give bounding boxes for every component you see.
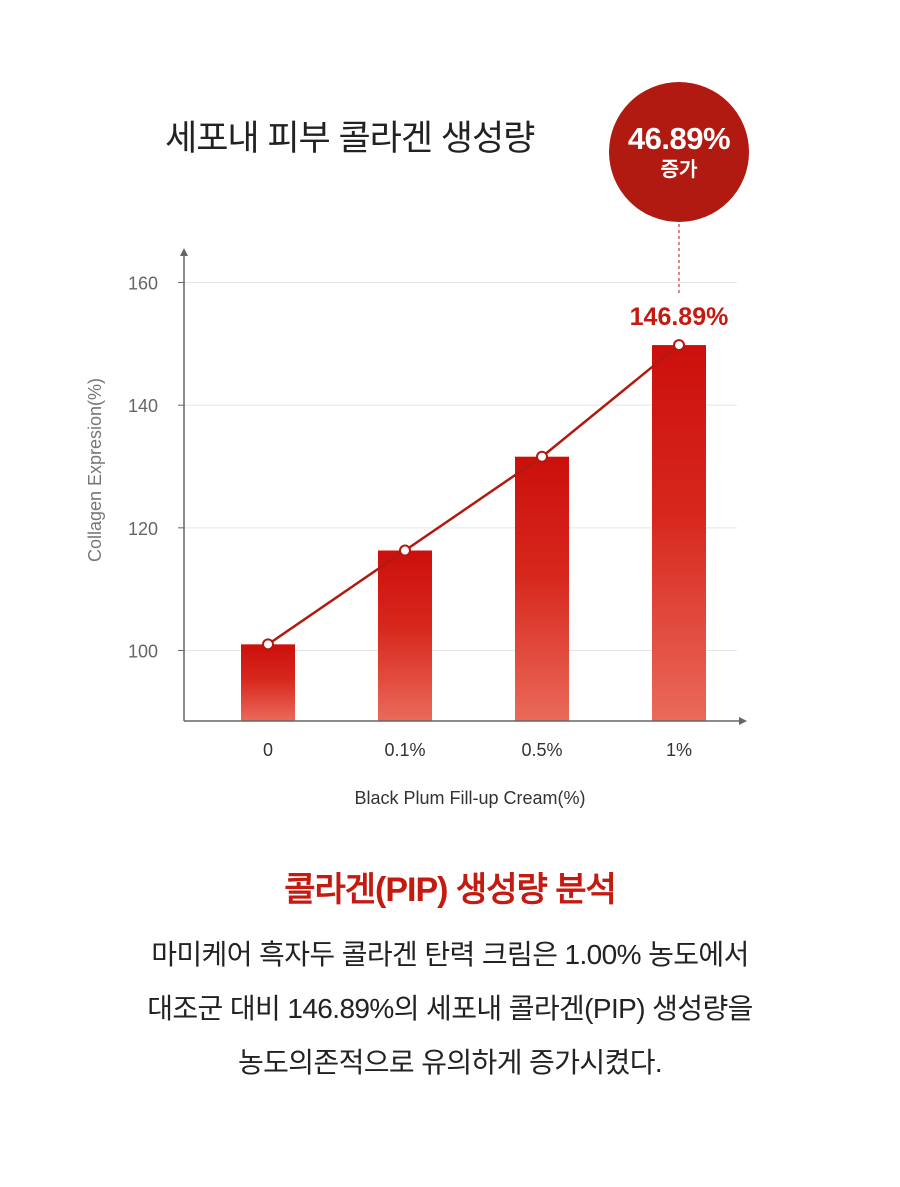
description-line: 농도의존적으로 유의하게 증가시켰다. — [237, 1047, 663, 1078]
y-axis-arrow — [180, 248, 188, 256]
x-tick-label: 0 — [263, 740, 273, 760]
trend-polyline — [267, 344, 680, 646]
badge-value: 46.89% — [627, 121, 731, 157]
data-label: 146.89% — [630, 303, 729, 331]
bar — [378, 550, 432, 721]
grid-lines — [184, 282, 737, 651]
bars — [241, 345, 706, 721]
collagen-bar-chart: 100 120 140 160 0 0.1% 0.5% 1% 146.89% Black Plum… — [85, 212, 747, 808]
x-tick-label: 0.5% — [521, 740, 562, 760]
y-axis-title: Collagen Expresion(%) — [85, 378, 105, 562]
data-point — [399, 544, 411, 557]
increase-badge: 46.89% 증가 — [609, 82, 749, 222]
axis-labels: 100 120 140 160 0 0.1% 0.5% 1% 146.89% Black Plum… — [85, 274, 728, 808]
y-tick-label: 140 — [128, 396, 158, 416]
data-point — [673, 339, 685, 352]
data-point — [262, 638, 274, 651]
y-tick-label: 120 — [128, 519, 158, 539]
x-tick-label: 0.1% — [384, 740, 425, 760]
x-axis-arrow — [739, 717, 747, 725]
y-tick-label: 100 — [128, 641, 158, 661]
bar — [515, 456, 569, 721]
x-tick-label: 1% — [666, 740, 692, 760]
bar — [241, 644, 295, 721]
bar — [652, 345, 706, 721]
x-axis-title: Black Plum Fill-up Cream(%) — [354, 788, 585, 808]
badge-label: 증가 — [660, 158, 698, 181]
description-line: 마미케어 흑자두 콜라겐 탄력 크림은 1.00% 농도에서 — [151, 939, 749, 970]
y-tick-label: 160 — [128, 274, 158, 294]
trend-line — [262, 339, 685, 651]
axes — [178, 248, 747, 725]
section-heading: 콜라겐(PIP) 생성량 분석 — [284, 871, 617, 909]
data-point — [536, 450, 548, 463]
chart-title: 세포내 피부 콜라겐 생성량 — [165, 119, 535, 158]
description: 마미케어 흑자두 콜라겐 탄력 크림은 1.00% 농도에서 대조군 대비 14… — [60, 928, 840, 1090]
description-line: 대조군 대비 146.89%의 세포내 콜라겐(PIP) 생성량을 — [147, 993, 753, 1024]
